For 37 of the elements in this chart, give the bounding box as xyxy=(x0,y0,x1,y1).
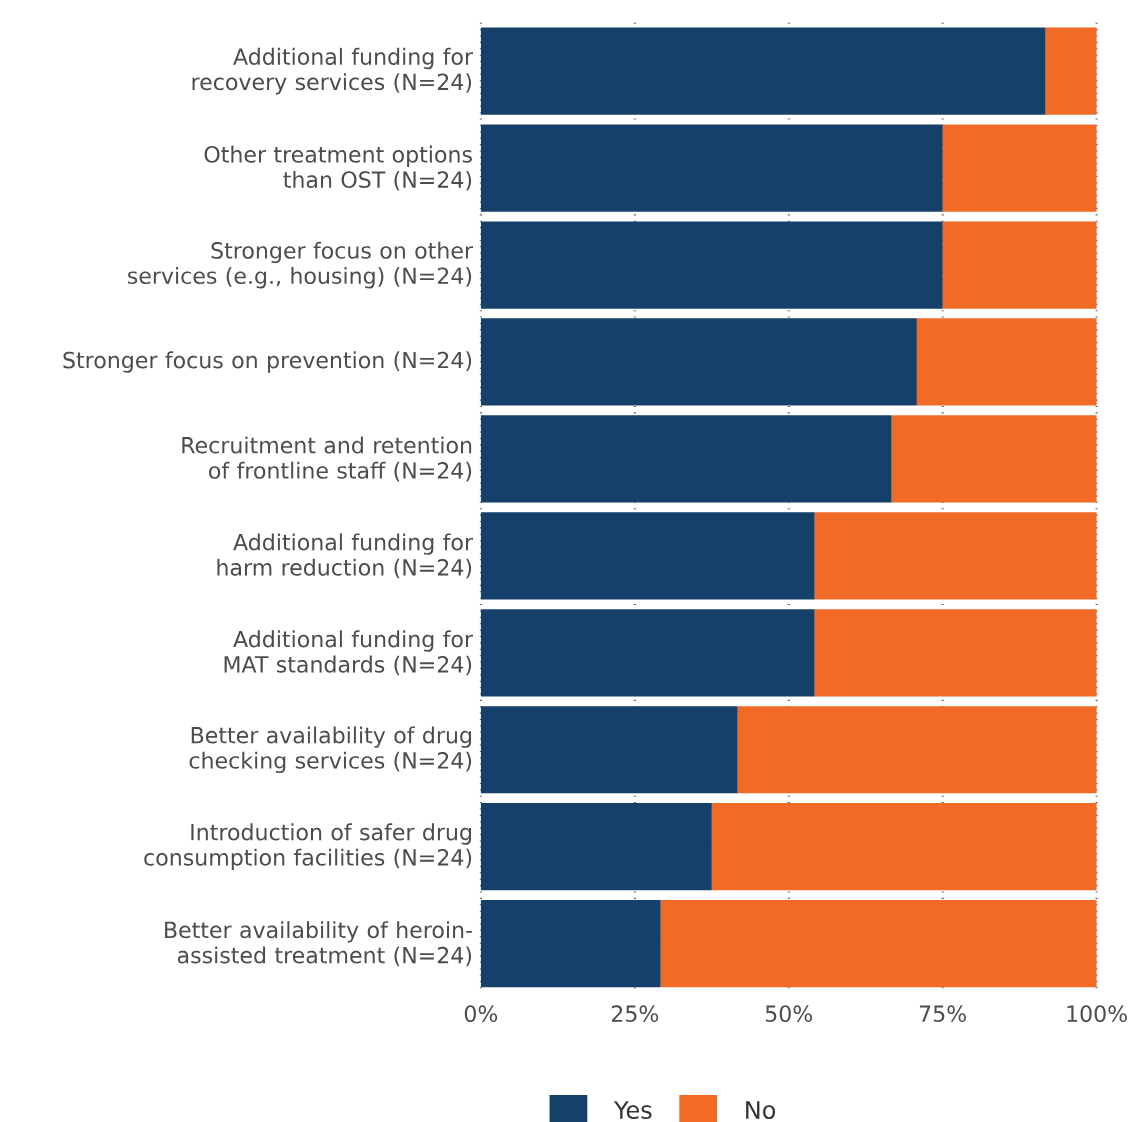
bar xyxy=(480,609,815,697)
bar xyxy=(737,705,1097,794)
y-tick-label: Stronger focus on other services (e.g., housing) (N=24) xyxy=(127,241,473,289)
legend-label: Yes xyxy=(613,1101,652,1119)
x-tick-label: 0% xyxy=(464,1005,498,1022)
bar xyxy=(660,899,1097,988)
bar xyxy=(480,899,661,988)
y-tick-label: Introduction of safer drug consumption facilities (N=24) xyxy=(144,823,472,870)
legend-label: No xyxy=(746,1101,776,1119)
bar xyxy=(480,705,738,794)
bar xyxy=(916,318,1097,406)
x-tick-label: 75% xyxy=(919,1005,966,1022)
bar xyxy=(480,124,943,212)
bar xyxy=(480,802,712,891)
y-tick-label: Stronger focus on prevention (N=24) xyxy=(63,351,472,373)
y-tick-label: Additional funding for harm reduction (N=24) xyxy=(217,533,474,579)
bar xyxy=(480,415,892,503)
bar xyxy=(711,802,1097,891)
bar xyxy=(480,221,943,309)
x-tick-label: 25% xyxy=(611,1005,659,1022)
x-tick-label: 100% xyxy=(1067,1005,1127,1022)
bar xyxy=(891,415,1097,503)
y-tick-label: Additional funding for recovery services (N=24) xyxy=(192,47,474,95)
bar xyxy=(942,221,1097,309)
bar xyxy=(480,318,917,406)
y-tick-label: Better availability of drug checking services (N=24) xyxy=(189,726,472,773)
y-tick-label: Other treatment options than OST (N=24) xyxy=(204,145,472,191)
bar xyxy=(814,609,1097,697)
y-tick-label: Better availability of heroin-assisted treatment (N=24) xyxy=(165,920,472,966)
y-tick-label: Additional funding for MAT standards (N=24) xyxy=(224,630,474,676)
bar xyxy=(814,512,1097,600)
bar xyxy=(480,27,1046,115)
bar xyxy=(480,512,815,600)
x-tick-label: 50% xyxy=(765,1005,813,1022)
bar xyxy=(942,124,1097,212)
bar xyxy=(1045,27,1097,115)
y-tick-label: Recruitment and retention of frontline staff (N=24) xyxy=(182,436,472,482)
